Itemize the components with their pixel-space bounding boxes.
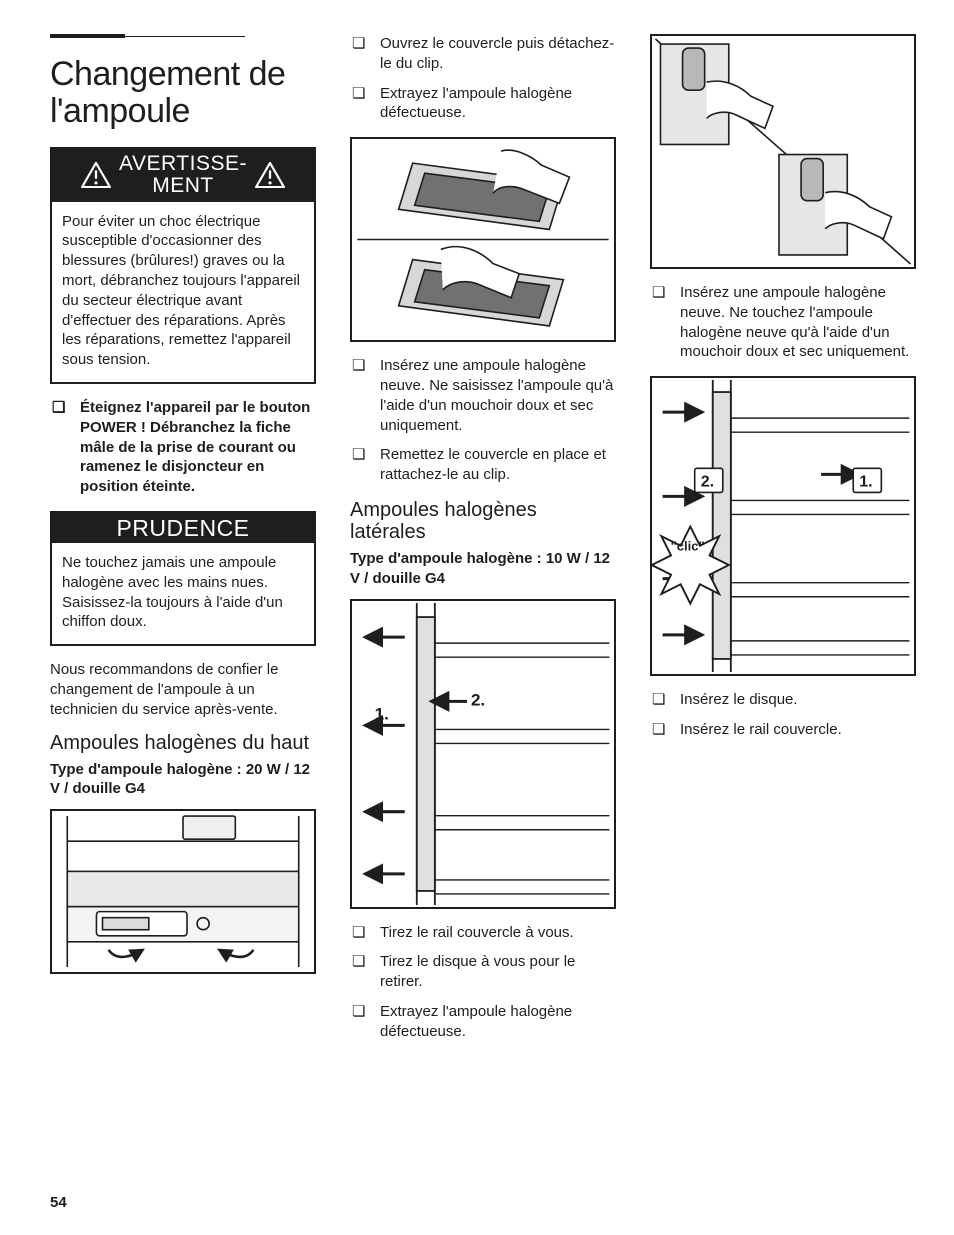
warning-icon [81,162,111,188]
subheading-top-bulbs: Ampoules halogènes du haut [50,732,316,754]
warning-head: AVERTISSE- MENT [52,149,314,201]
bulb-spec-top: Type d'ampoule halogène : 20 W / 12 V / … [50,760,316,800]
power-off-list: Éteignez l'appareil par le bouton POWER … [50,398,316,497]
svg-text:1.: 1. [375,704,389,723]
list-item: Ouvrez le couvercle puis détachez-le du … [350,34,616,74]
figure-cover-open [350,137,616,342]
figure-bulb-hands [650,34,916,269]
list-item: Tirez le rail couvercle à vous. [350,923,616,943]
section-rule [50,34,245,38]
warning-icon [255,162,285,188]
list-item: Insérez une ampoule halogène neuve. Ne t… [650,283,916,362]
list-item: Éteignez l'appareil par le bouton POWER … [50,398,316,497]
svg-text:1.: 1. [859,473,872,491]
list-item: Extrayez l'ampoule halogène défectueuse. [350,84,616,124]
bulb-spec-side: Type d'ampoule halogène : 10 W / 12 V / … [350,549,616,589]
list-item: Insérez le rail couvercle. [650,720,916,740]
list-item: Tirez le disque à vous pour le retirer. [350,952,616,992]
subheading-side-bulbs: Ampoules halogènes latérales [350,499,616,543]
steps-reinsert: Insérez le disque. Insérez le rail couve… [650,690,916,740]
steps-pull-side: Tirez le rail couvercle à vous. Tirez le… [350,923,616,1042]
column-1: Changement de l'ampoule AVERTISSE- MENT … [50,34,316,1056]
caution-head-text: PRUDENCE [116,516,249,540]
page-title: Changement de l'ampoule [50,56,316,129]
page-columns: Changement de l'ampoule AVERTISSE- MENT … [50,34,914,1056]
figure-top-light [50,809,316,974]
figure-shelves-pull: 1. 2. [350,599,616,909]
recommend-text: Nous recommandons de confier le changeme… [50,660,316,719]
list-item: Insérez le disque. [650,690,916,710]
caution-box: PRUDENCE Ne touchez jamais une ampoule h… [50,511,316,646]
column-2: Ouvrez le couvercle puis détachez-le du … [350,34,616,1056]
steps-open-cover: Ouvrez le couvercle puis détachez-le du … [350,34,616,123]
svg-text:"clic": "clic" [671,539,705,554]
caution-head: PRUDENCE [52,513,314,543]
list-item: Remettez le couvercle en place et rattac… [350,445,616,485]
page-number: 54 [50,1193,67,1213]
column-3: Insérez une ampoule halogène neuve. Ne t… [650,34,916,1056]
warning-body: Pour éviter un choc électrique susceptib… [52,202,314,382]
warning-head-text: AVERTISSE- MENT [119,153,247,197]
svg-text:2.: 2. [701,473,714,491]
steps-insert-side: Insérez une ampoule halogène neuve. Ne t… [650,283,916,362]
list-item: Insérez une ampoule halogène neuve. Ne s… [350,356,616,435]
list-item: Extrayez l'ampoule halogène défectueuse. [350,1002,616,1042]
warning-box: AVERTISSE- MENT Pour éviter un choc élec… [50,147,316,383]
steps-insert-top: Insérez une ampoule halogène neuve. Ne s… [350,356,616,485]
caution-body: Ne touchez jamais une ampoule halogène a… [52,543,314,644]
figure-shelves-insert: 2. 1. "clic" [650,376,916,676]
svg-text:2.: 2. [471,690,485,709]
